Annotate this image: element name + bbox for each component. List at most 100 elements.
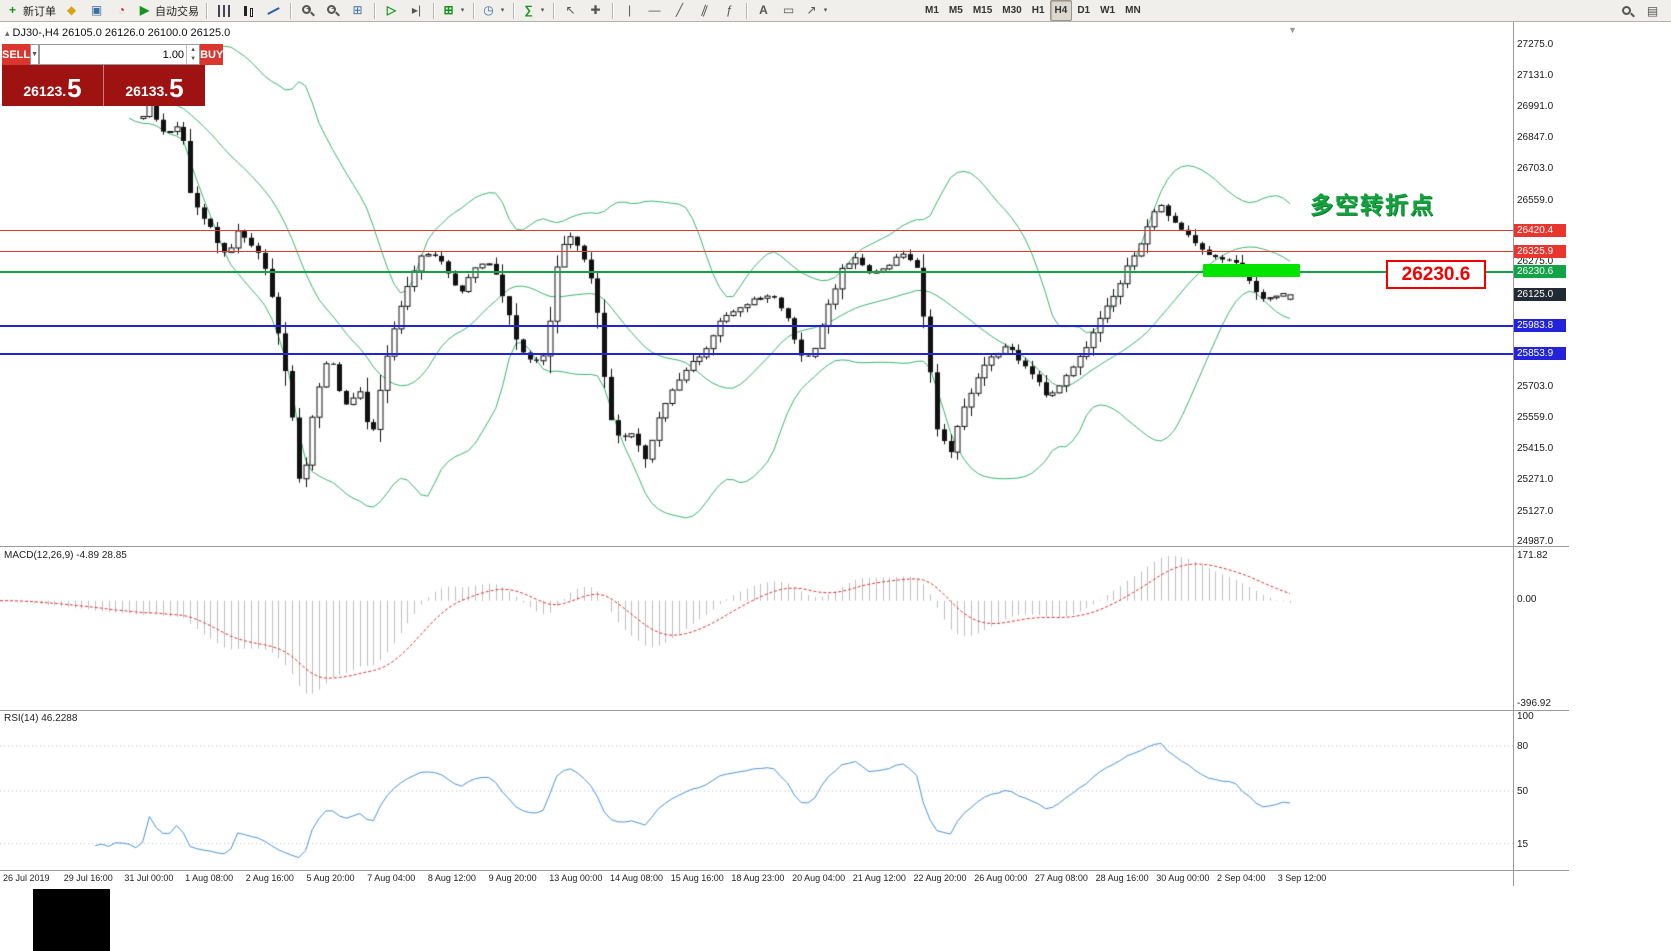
time-label-1: 26 Jul 2019 — [3, 873, 50, 883]
rsi-scale-15: 15 — [1517, 838, 1529, 850]
refresh-button[interactable]: ◔ — [109, 0, 134, 21]
macd-scale-zero: 0.00 — [1517, 594, 1537, 605]
timeframe-button-M1[interactable]: M1 — [925, 5, 939, 16]
search-button[interactable] — [1615, 1, 1640, 22]
chart-shift-button[interactable]: ▸| — [404, 0, 429, 21]
arrows-button[interactable]: ↗ ▾ — [801, 0, 832, 21]
fibonacci-icon: ƒ — [726, 3, 733, 17]
vertical-line-button[interactable]: | — [617, 0, 642, 21]
time-label-17: 26 Aug 00:00 — [974, 873, 1028, 883]
time-label-19: 28 Aug 16:00 — [1095, 873, 1149, 883]
highlight-rectangle[interactable] — [1203, 264, 1300, 277]
quick-trade-button[interactable]: ◆ — [59, 0, 84, 21]
settings-button[interactable]: ▤ — [1640, 1, 1665, 22]
time-label-3: 31 Jul 00:00 — [124, 873, 174, 883]
timeframe-button-H1[interactable]: H1 — [1031, 5, 1045, 16]
tile-windows-button[interactable]: ⊞ — [345, 0, 370, 21]
text-button[interactable]: A — [751, 0, 776, 21]
panel-separator — [0, 870, 1569, 871]
toolbar-separator — [612, 2, 613, 19]
blue-horizontal-line-1[interactable] — [0, 324, 1513, 327]
chart-annotation-text[interactable]: 多空转折点 — [1310, 192, 1435, 218]
bar-chart-button[interactable] — [211, 0, 236, 21]
buy-button[interactable]: BUY — [200, 44, 224, 65]
green-horizontal-line-1[interactable] — [0, 270, 1513, 273]
zoom-out-button[interactable]: − — [320, 0, 345, 21]
blue-horizontal-line-2[interactable] — [0, 352, 1513, 355]
timeframe-button-M15[interactable]: M15 — [972, 5, 993, 16]
time-label-10: 13 Aug 00:00 — [549, 873, 603, 883]
axis-level-label-25853.9: 25853.9 — [1514, 347, 1566, 361]
chart-window-icon: ▣ — [90, 3, 103, 17]
indicators-icon: ∑ — [524, 3, 533, 17]
sell-button[interactable]: SELL — [2, 44, 31, 65]
channel-button[interactable]: ∥ — [692, 0, 717, 21]
sell-options-dropdown[interactable]: ▼ — [30, 44, 40, 65]
ask-price[interactable]: 26133. 5 — [104, 65, 205, 106]
panel-collapse-icon[interactable]: ▴ — [5, 28, 10, 38]
toolbar-separator — [433, 2, 434, 19]
crosshair-icon: ✚ — [590, 3, 601, 17]
refresh-icon: ◔ — [117, 3, 126, 17]
period-clock-button[interactable]: ◷ ▾ — [478, 0, 509, 21]
cursor-icon: ↖ — [565, 3, 576, 17]
price-chart-canvas[interactable] — [0, 22, 1513, 886]
trendline-button[interactable]: ╱ — [667, 0, 692, 21]
timeframe-button-H4[interactable]: H4 — [1049, 0, 1073, 21]
timeframe-button-W1[interactable]: W1 — [1100, 5, 1116, 16]
auto-scroll-button[interactable]: ▷ — [379, 0, 404, 21]
text-label-button[interactable]: ▭ — [776, 0, 801, 21]
price-tick-26991.0: 26991.0 — [1517, 100, 1554, 112]
cursor-button[interactable]: ↖ — [558, 0, 583, 21]
new-chart-button[interactable]: ⊞ ▾ — [438, 0, 469, 21]
toolbar-separator — [553, 2, 554, 19]
tile-windows-icon: ⊞ — [352, 3, 363, 17]
red-horizontal-line-1[interactable] — [0, 230, 1513, 232]
line-chart-button[interactable] — [261, 0, 286, 21]
toolbar-separator — [473, 2, 474, 19]
time-label-15: 21 Aug 12:00 — [852, 873, 906, 883]
chart-shift-icon: ▸| — [411, 3, 422, 17]
volume-field-wrap: ▲ ▼ — [39, 44, 201, 65]
ask-price-main: 26133. — [125, 83, 169, 99]
red-horizontal-line-2[interactable] — [0, 250, 1513, 252]
lightning-icon: ◆ — [66, 3, 77, 17]
timeframe-button-M30[interactable]: M30 — [1002, 5, 1022, 16]
axis-level-label-26230.6: 26230.6 — [1514, 265, 1566, 279]
autotrading-button[interactable]: ▶ 自动交易 — [134, 0, 202, 21]
zoom-in-button[interactable]: + — [295, 0, 320, 21]
panel-separator[interactable] — [0, 546, 1569, 547]
symbol-ohlc-text: DJ30-,H4 26105.0 26126.0 26100.0 26125.0 — [12, 27, 231, 39]
axis-level-label-25983.8: 25983.8 — [1514, 319, 1566, 333]
bid-ask-display: 26123. 5 26133. 5 — [2, 65, 205, 106]
time-label-2: 29 Jul 16:00 — [63, 873, 113, 883]
horizontal-line-icon: — — [648, 3, 661, 17]
axis-level-label-26325.9: 26325.9 — [1514, 244, 1566, 258]
horizontal-line-button[interactable]: — — [642, 0, 667, 21]
play-icon: ▶ — [139, 3, 150, 17]
timeframe-button-D1[interactable]: D1 — [1077, 5, 1091, 16]
ask-price-big-digit: 5 — [169, 73, 184, 103]
indicators-button[interactable]: ∑ ▾ — [518, 0, 549, 21]
new-order-button[interactable]: + 新订单 — [2, 0, 59, 21]
line-chart-icon — [267, 6, 280, 15]
timeframe-button-M5[interactable]: M5 — [948, 5, 963, 16]
timeframe-button-MN[interactable]: MN — [1125, 5, 1141, 16]
rsi-scale-50: 50 — [1517, 786, 1529, 797]
crosshair-button[interactable]: ✚ — [583, 0, 608, 21]
market-watch-button[interactable]: ▣ — [84, 0, 109, 21]
price-callout-label[interactable]: 26230.6 — [1386, 260, 1486, 289]
volume-input[interactable] — [40, 45, 187, 64]
panel-separator[interactable] — [0, 710, 1569, 711]
bid-price-big-digit: 5 — [67, 73, 82, 103]
volume-down-icon[interactable]: ▼ — [190, 56, 197, 63]
time-label-11: 14 Aug 08:00 — [610, 873, 664, 883]
toolbar-separator — [290, 2, 291, 19]
price-tick-26847.0: 26847.0 — [1517, 132, 1554, 143]
fibonacci-button[interactable]: ƒ — [717, 0, 742, 21]
bid-price[interactable]: 26123. 5 — [2, 65, 104, 106]
candlestick-button[interactable] — [236, 0, 261, 21]
volume-up-icon[interactable]: ▲ — [190, 46, 197, 53]
search-icon — [1622, 6, 1631, 15]
time-label-7: 7 Aug 04:00 — [367, 873, 416, 883]
